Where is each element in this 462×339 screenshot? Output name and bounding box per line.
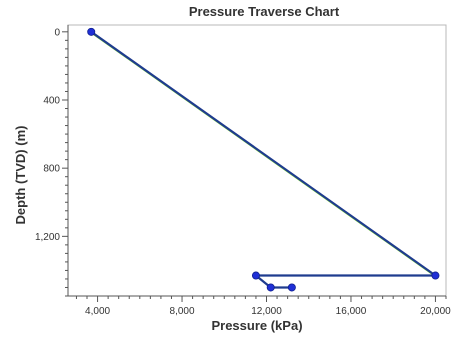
y-tick-label: 1,200 — [35, 232, 60, 243]
chart-title: Pressure Traverse Chart — [189, 4, 340, 19]
plot-frame — [67, 24, 447, 297]
x-tick-label: 4,000 — [85, 306, 110, 317]
x-tick-label: 12,000 — [251, 306, 282, 317]
data-point[interactable] — [431, 271, 440, 280]
data-point[interactable] — [266, 283, 275, 292]
x-tick-label: 20,000 — [420, 306, 451, 317]
x-axis-label: Pressure (kPa) — [211, 318, 302, 333]
ticks: 4,000 8,000 12,000 16,000 20,000 0 400 800 1,200 — [35, 27, 451, 317]
y-axis-label: Depth (TVD) (m) — [13, 126, 28, 225]
series-line-2 — [90, 30, 437, 289]
x-tick-label: 8,000 — [170, 306, 195, 317]
data-point[interactable] — [251, 271, 260, 280]
y-tick-label: 0 — [54, 27, 60, 38]
data-point[interactable] — [287, 283, 296, 292]
data-point[interactable] — [87, 27, 96, 36]
y-tick-label: 400 — [43, 95, 60, 106]
series-layer — [87, 27, 440, 292]
x-tick-label: 16,000 — [336, 306, 367, 317]
y-tick-label: 800 — [43, 164, 60, 175]
